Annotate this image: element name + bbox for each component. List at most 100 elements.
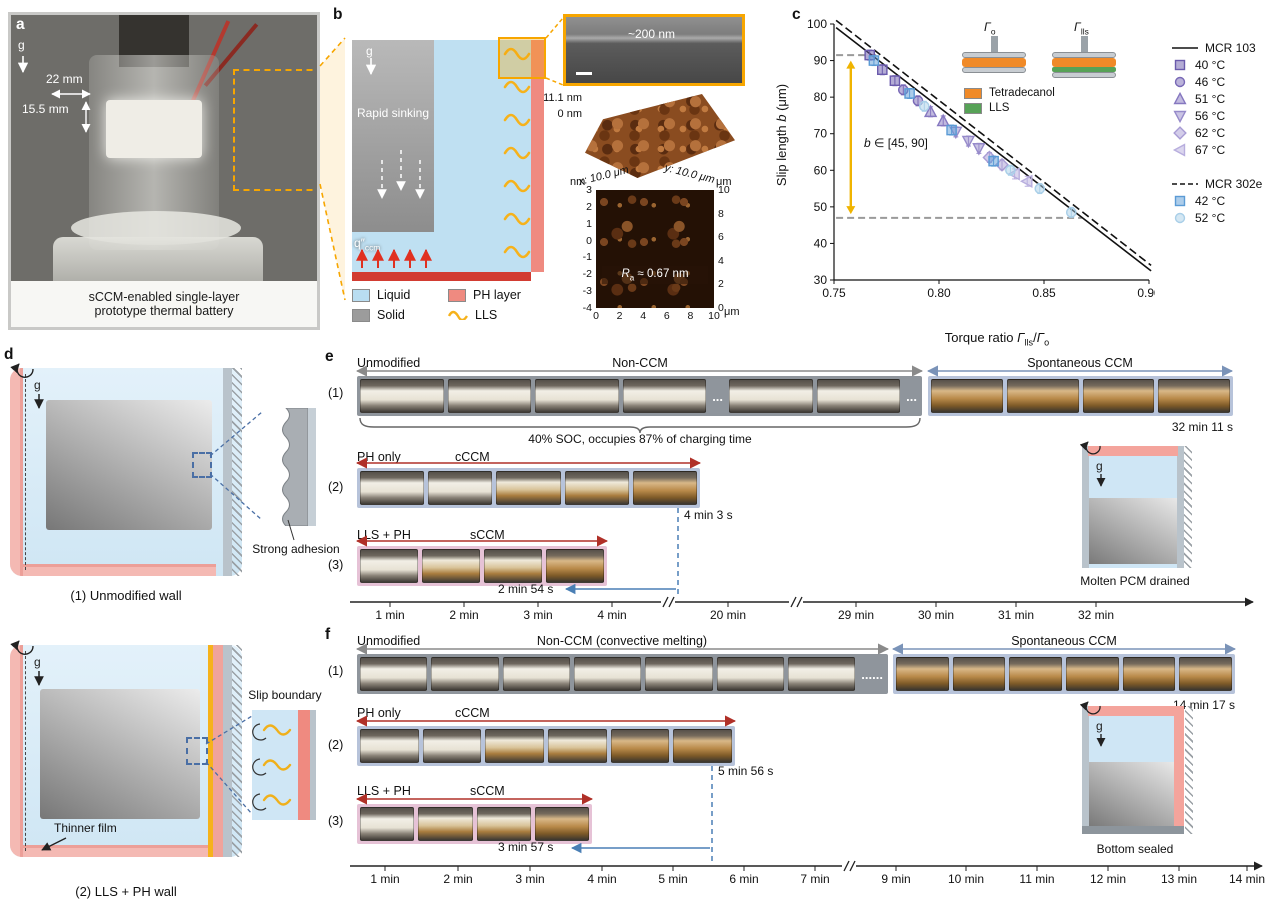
legend-item: LLS bbox=[448, 308, 542, 322]
photo-strip-non-ccm: ...... bbox=[357, 376, 922, 416]
wall bbox=[1177, 446, 1184, 568]
time-axis-tick-label: 31 min bbox=[997, 608, 1035, 622]
time-axis-tick-label: 5 min bbox=[658, 872, 688, 886]
panel-label-f: f bbox=[325, 626, 331, 643]
gravity-label-d1: g bbox=[34, 378, 41, 392]
afm-bottom-tick: 4 bbox=[640, 310, 647, 322]
photo-frame bbox=[548, 729, 607, 763]
row-label: LLS + PH bbox=[357, 784, 411, 798]
photo-frame bbox=[534, 807, 589, 841]
phase-label: Spontaneous CCM bbox=[1027, 356, 1133, 370]
legend-item: 42 °C bbox=[1172, 194, 1268, 208]
svg-text:30: 30 bbox=[814, 273, 828, 287]
ph-layer-bottom bbox=[23, 845, 208, 857]
sealed-bottom bbox=[1082, 826, 1184, 834]
ylabel-unit: (μm) bbox=[774, 83, 789, 115]
photo-frame bbox=[931, 379, 1003, 413]
ellipsis: ... bbox=[712, 388, 724, 404]
wall2-caption: (2) LLS + PH wall bbox=[75, 884, 177, 899]
ph-layer-left bbox=[10, 645, 23, 857]
time-axis-tick-label: 13 min bbox=[1160, 872, 1198, 886]
afm-right-tick: 8 bbox=[718, 207, 724, 220]
rheometer-plate bbox=[1052, 52, 1116, 58]
photo-frame bbox=[952, 657, 1006, 691]
row-label: Unmodified bbox=[357, 356, 421, 370]
phase-label: cCCM bbox=[455, 450, 490, 464]
afm-right-tick: 10 bbox=[718, 184, 730, 196]
photo-frame bbox=[1122, 657, 1176, 691]
end-time: 4 min 3 s bbox=[684, 508, 733, 522]
ph-layer-top bbox=[1088, 706, 1184, 716]
caption-line: sCCM-enabled single-layer bbox=[88, 290, 240, 304]
end-time: 5 min 56 s bbox=[718, 764, 774, 778]
afm2d-left-unit: nm bbox=[570, 176, 586, 188]
roughness-subscript: a bbox=[629, 273, 635, 283]
symmetry-axis bbox=[25, 651, 26, 851]
xlabel-gamma1: Γ bbox=[1017, 330, 1025, 345]
zoom-box bbox=[192, 452, 212, 478]
scale-bar bbox=[576, 72, 592, 75]
xlabel-sub2: o bbox=[1044, 337, 1050, 348]
afm-left-tick: 3 bbox=[586, 184, 592, 196]
photo-strip-spontaneous-ccm bbox=[928, 376, 1233, 416]
ylabel-var: b bbox=[774, 114, 789, 122]
chart-y-axis-label: Slip length b (μm) bbox=[774, 28, 789, 242]
afm-left-tick: -2 bbox=[582, 268, 592, 281]
phase-label: sCCM bbox=[470, 784, 505, 798]
chart-legend: MCR 103 40 °C 46 °C 51 °C 56 °C 62 °C 67 °C MCR… bbox=[1172, 38, 1268, 228]
legend-item: 67 °C bbox=[1172, 143, 1268, 157]
rheometer-rod bbox=[990, 36, 998, 52]
afm-left-tick: -4 bbox=[582, 301, 592, 314]
symmetry-axis bbox=[25, 374, 26, 570]
photo-frame bbox=[431, 657, 499, 691]
time-axis-tick-label: 30 min bbox=[917, 608, 955, 622]
end-time: 2 min 54 s bbox=[498, 582, 554, 596]
legend-item: Liquid bbox=[352, 288, 448, 302]
legend-swatch bbox=[964, 87, 982, 99]
lls-disc bbox=[1052, 67, 1116, 72]
time-axis-tick-label: 2 min bbox=[443, 872, 473, 886]
panel-label-d: d bbox=[4, 346, 14, 363]
legend-item: 62 °C bbox=[1172, 126, 1268, 140]
panel-label-b: b bbox=[333, 6, 343, 23]
photo-frame bbox=[535, 379, 619, 413]
bottom-sealed-inset: g bbox=[1082, 706, 1193, 834]
photo-frame bbox=[1006, 379, 1079, 413]
photo-strip-cccm bbox=[357, 726, 735, 766]
gravity-label-a: g bbox=[18, 38, 25, 52]
heat-flux-label: q″ccm bbox=[354, 236, 380, 252]
tetradecanol-disc bbox=[962, 58, 1026, 67]
film-thickness-label: ~200 nm bbox=[628, 27, 676, 41]
photo-frame bbox=[447, 379, 532, 413]
wall1-caption: (1) Unmodified wall bbox=[70, 588, 182, 603]
rapid-sinking-label: Rapid sinking bbox=[356, 106, 430, 120]
time-axis-tick-label: 2 min bbox=[449, 608, 479, 622]
pcm-solid-block bbox=[1089, 498, 1177, 564]
afm-left-tick: 0 bbox=[586, 234, 592, 247]
slip-boundary-label: Slip boundary bbox=[248, 688, 322, 702]
row-number: (1) bbox=[328, 386, 344, 400]
phase-label: Non-CCM bbox=[612, 356, 668, 370]
photo-strip-spontaneous-ccm bbox=[893, 654, 1235, 694]
photo-frame bbox=[502, 657, 570, 691]
solid-block bbox=[352, 40, 434, 232]
photo-frame bbox=[896, 657, 949, 691]
photo-frame bbox=[360, 657, 428, 691]
pcm-block bbox=[106, 100, 202, 158]
flux-subscript: ccm bbox=[364, 242, 381, 253]
time-axis-tick-label: 14 min bbox=[1228, 872, 1266, 886]
wall-hatching bbox=[232, 368, 242, 576]
svg-text:100: 100 bbox=[807, 17, 827, 31]
end-time: 3 min 57 s bbox=[498, 840, 554, 854]
ellipsis: ...... bbox=[861, 666, 883, 682]
ellipsis: ... bbox=[906, 388, 917, 404]
afm-left-tick: 1 bbox=[586, 217, 592, 230]
gamma-o-label: Γo bbox=[984, 20, 996, 36]
photo-frame bbox=[496, 471, 561, 505]
svg-text:50: 50 bbox=[814, 200, 828, 214]
xlabel-slash: / bbox=[1033, 330, 1037, 345]
time-axis-tick-label: 4 min bbox=[597, 608, 627, 622]
photo-frame bbox=[645, 657, 713, 691]
wall-hatching bbox=[232, 645, 242, 857]
row-label: PH only bbox=[357, 450, 401, 464]
